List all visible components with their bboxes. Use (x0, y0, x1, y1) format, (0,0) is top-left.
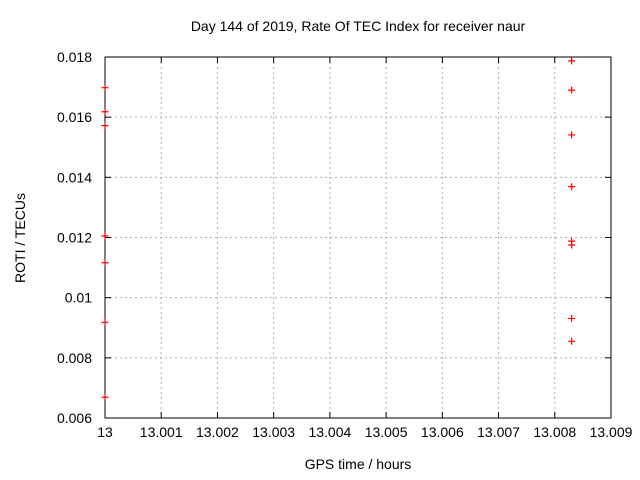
y-tick-label: 0.008 (57, 350, 92, 366)
x-tick-label: 13.005 (365, 424, 408, 440)
data-point-marker (101, 393, 109, 401)
gridlines (105, 57, 611, 418)
data-point-marker (568, 337, 576, 345)
data-point-marker (568, 86, 576, 94)
data-point-marker (568, 131, 576, 139)
data-point-marker (568, 183, 576, 191)
x-tick-label: 13.009 (590, 424, 633, 440)
chart-title: Day 144 of 2019, Rate Of TEC Index for r… (191, 18, 526, 34)
x-tick-label: 13.002 (196, 424, 239, 440)
data-point-marker (101, 318, 109, 326)
x-tick-label: 13 (97, 424, 113, 440)
data-point-marker (101, 108, 109, 116)
y-tick-label: 0.018 (57, 49, 92, 65)
x-tick-labels: 13 13.001 13.002 13.003 13.004 13.005 13.006 13… (97, 424, 632, 440)
data-point-marker (101, 84, 109, 92)
x-tick-label: 13.006 (421, 424, 464, 440)
x-tick-label: 13.007 (477, 424, 520, 440)
x-tick-label: 13.001 (140, 424, 183, 440)
y-tick-labels: 0.006 0.008 0.01 0.012 0.014 0.016 0.018 (57, 49, 92, 426)
data-point-marker (101, 122, 109, 130)
x-tick-label: 13.003 (252, 424, 295, 440)
y-axis-label: ROTI / TECUs (12, 193, 28, 283)
y-tick-label: 0.016 (57, 109, 92, 125)
data-point-marker (568, 241, 576, 249)
data-point-marker (568, 57, 576, 65)
x-axis-label: GPS time / hours (305, 456, 412, 472)
data-point-marker (568, 314, 576, 322)
data-point-marker (101, 259, 109, 267)
x-tick-label: 13.004 (308, 424, 351, 440)
data-points (101, 57, 576, 401)
y-tick-label: 0.006 (57, 410, 92, 426)
x-tick-label: 13.008 (533, 424, 576, 440)
y-tick-label: 0.014 (57, 169, 92, 185)
y-tick-label: 0.012 (57, 230, 92, 246)
data-point-marker (101, 232, 109, 240)
axis-ticks (104, 56, 612, 419)
y-tick-label: 0.01 (65, 290, 92, 306)
